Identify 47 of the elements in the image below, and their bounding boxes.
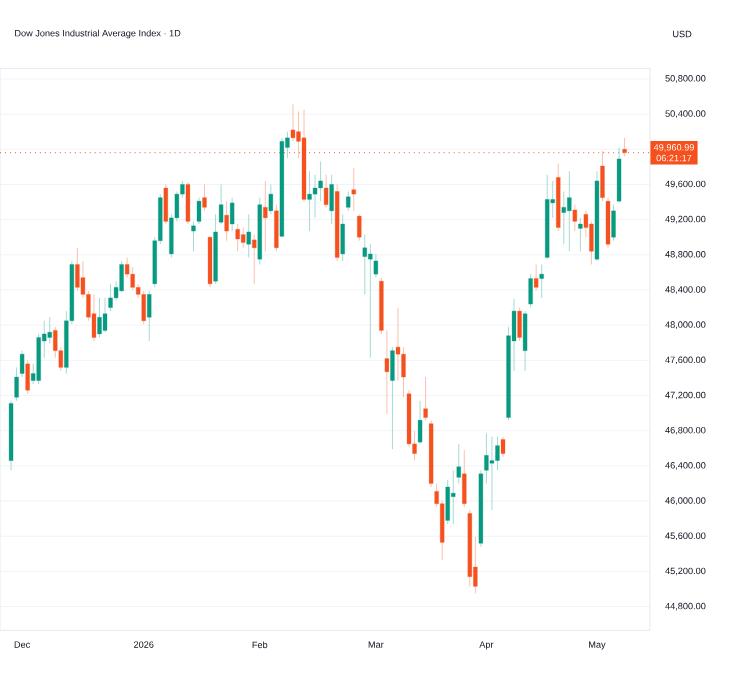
candlestick [230,197,235,232]
candlestick [357,213,362,242]
candlestick [567,170,572,252]
candlestick [517,307,522,342]
candlestick [102,297,108,333]
candlestick [616,147,622,204]
candlestick [241,227,246,249]
candlestick [528,273,533,309]
candlestick [534,264,539,292]
candlestick [323,174,329,208]
candlestick [522,310,528,372]
candlestick [489,436,495,511]
candlestick [611,204,616,242]
candlestick [224,200,229,242]
candlestick [163,184,168,225]
candlestick [252,234,257,285]
candlestick [572,204,577,232]
candlestick [91,293,97,342]
candlestick [462,449,467,508]
candlestick [202,184,207,212]
candlestick [368,243,373,359]
candlestick [185,182,191,225]
candlestick [274,204,279,252]
candlestick [263,180,268,252]
candlestick [235,223,240,252]
candlestick [207,235,213,288]
candlestick [423,376,428,421]
candlestick [246,213,251,258]
candlestick [451,469,456,525]
candlestick [539,264,544,299]
candlestick [75,247,80,292]
candlestick [340,213,345,262]
candlestick [346,191,351,212]
candlestick [500,436,506,458]
candlestick [97,297,102,338]
candlestick [25,359,30,395]
candlestick [351,167,356,212]
candlestick [307,170,312,232]
candlestick [605,197,611,249]
candlestick [141,290,146,325]
candlestick [329,174,334,225]
candlestick [268,184,273,215]
candlestick [417,400,423,445]
candlestick [578,217,583,252]
candlestick [119,260,124,293]
candlestick [147,290,152,342]
candlestick [390,346,395,450]
